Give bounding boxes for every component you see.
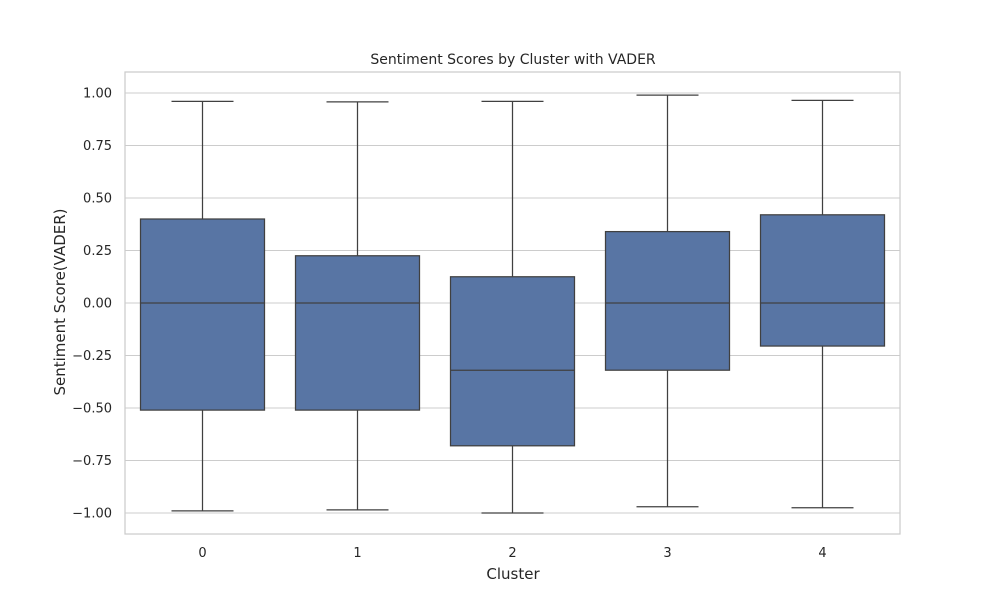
box-cluster-1 bbox=[294, 101, 421, 511]
x-tick-label: 3 bbox=[663, 546, 671, 561]
iqr-box bbox=[449, 276, 576, 447]
x-tick-label: 1 bbox=[353, 546, 361, 561]
box-cluster-2 bbox=[449, 100, 576, 514]
x-tick-labels: 0 1 2 3 4 bbox=[198, 546, 826, 561]
iqr-box bbox=[294, 255, 421, 411]
chart-title: Sentiment Scores by Cluster with VADER bbox=[370, 52, 656, 68]
y-tick-labels: 1.00 0.75 0.50 0.25 0.00 −0.25 −0.50 −0.75 −1.00 bbox=[72, 87, 112, 522]
x-tick-label: 4 bbox=[818, 546, 826, 561]
iqr-box bbox=[139, 218, 266, 411]
y-tick-label: −0.50 bbox=[72, 402, 112, 417]
box-cluster-4 bbox=[759, 99, 886, 509]
plot-area-frame bbox=[124, 71, 901, 535]
box-cluster-0 bbox=[139, 100, 266, 512]
iqr-box bbox=[604, 230, 731, 371]
box-cluster-3 bbox=[604, 94, 731, 508]
x-axis-label: Cluster bbox=[486, 565, 540, 583]
box-plot-series bbox=[139, 94, 886, 514]
y-tick-label: 0.00 bbox=[83, 297, 112, 312]
y-tick-label: −1.00 bbox=[72, 507, 112, 522]
y-axis-label: Sentiment Score(VADER) bbox=[51, 208, 69, 395]
y-tick-label: 1.00 bbox=[83, 87, 112, 102]
x-tick-label: 2 bbox=[508, 546, 516, 561]
x-tick-label: 0 bbox=[198, 546, 206, 561]
y-tick-label: 0.50 bbox=[83, 192, 112, 207]
iqr-box bbox=[759, 214, 886, 347]
y-tick-label: 0.25 bbox=[83, 244, 112, 259]
y-tick-label: −0.25 bbox=[72, 349, 112, 364]
y-tick-label: −0.75 bbox=[72, 454, 112, 469]
y-tick-label: 0.75 bbox=[83, 139, 112, 154]
